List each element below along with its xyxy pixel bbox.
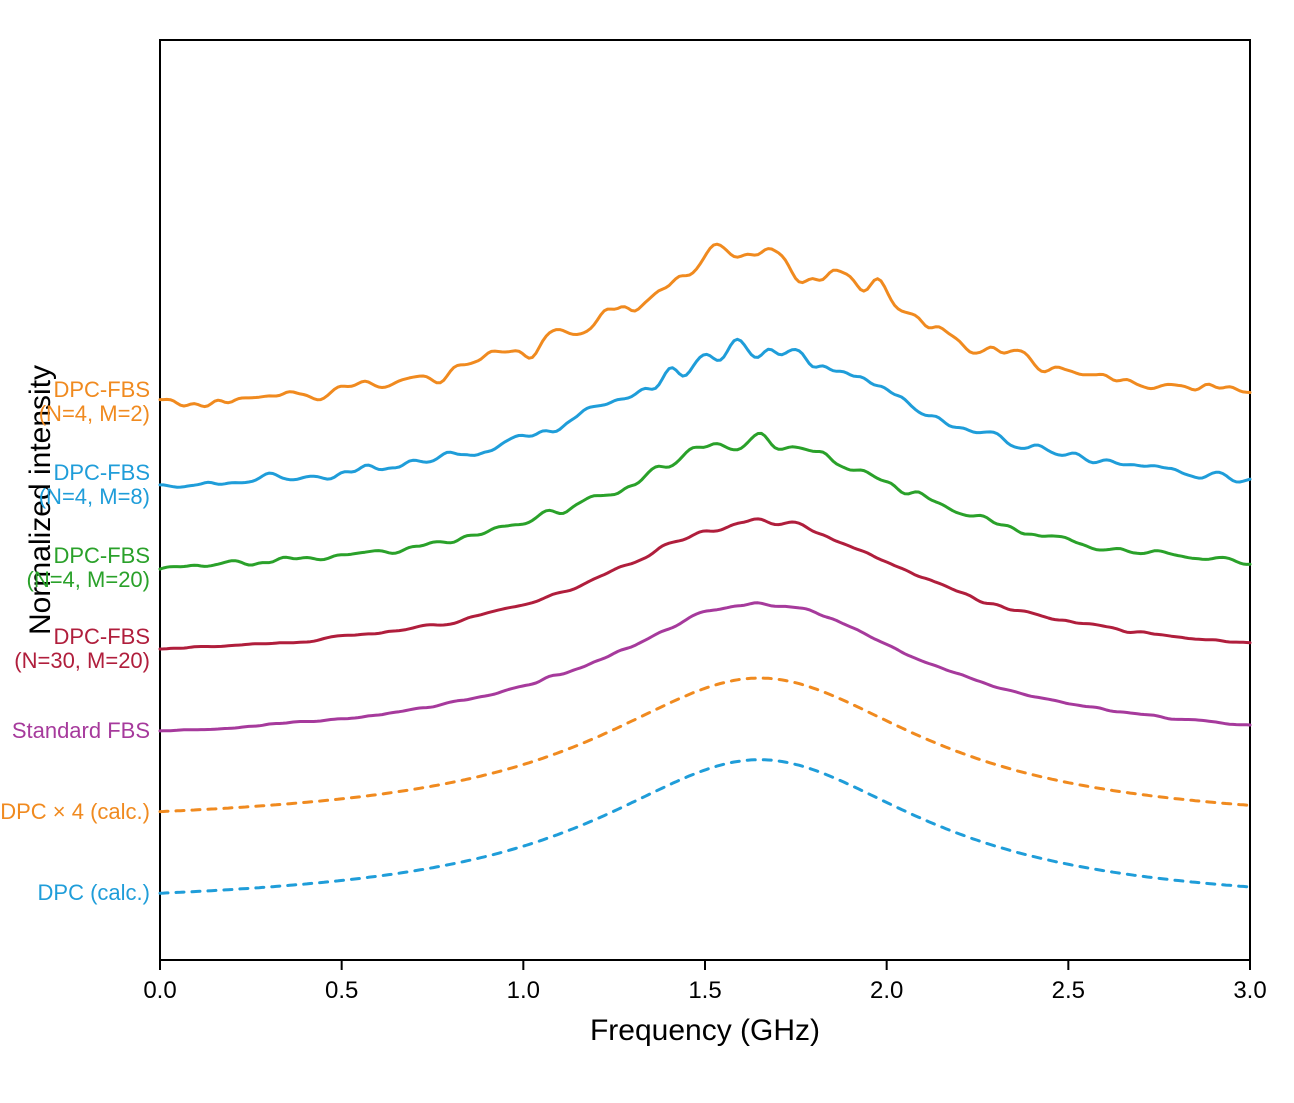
series-label: DPC-FBS(N=30, M=20)	[14, 625, 150, 673]
x-tick-label: 0.5	[325, 977, 358, 1004]
series-label: DPC-FBS(N=4, M=8)	[39, 461, 150, 509]
x-tick-label: 0.0	[143, 977, 176, 1004]
chart-svg: 0.00.51.01.52.02.53.0Frequency (GHz)Norm…	[0, 0, 1294, 1098]
series-label: DPC (calc.)	[38, 881, 150, 905]
series-label: Standard FBS	[12, 719, 150, 743]
series-label: DPC × 4 (calc.)	[0, 800, 150, 824]
x-tick-label: 1.5	[688, 977, 721, 1004]
x-axis-label: Frequency (GHz)	[590, 1014, 820, 1047]
chart-figure: 0.00.51.01.52.02.53.0Frequency (GHz)Norm…	[0, 0, 1294, 1098]
series-label: DPC-FBS(N=4, M=2)	[39, 378, 150, 426]
x-tick-label: 3.0	[1233, 977, 1266, 1004]
series-label: DPC-FBS(N=4, M=20)	[27, 543, 151, 591]
x-tick-label: 2.0	[870, 977, 903, 1004]
x-tick-label: 1.0	[507, 977, 540, 1004]
x-tick-label: 2.5	[1052, 977, 1085, 1004]
